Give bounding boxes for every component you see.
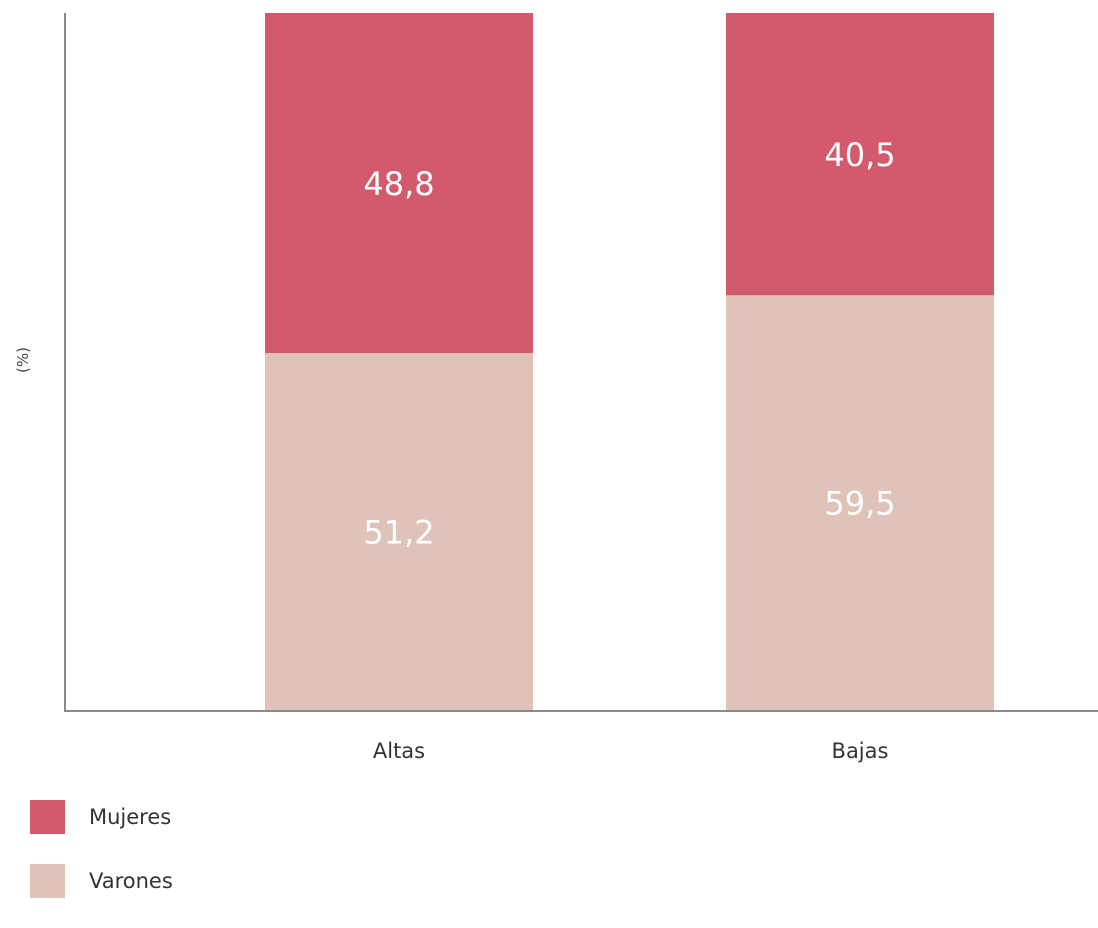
bars-group	[265, 13, 994, 710]
value-label-bajas-varones: 59,5	[824, 485, 895, 523]
legend-label-mujeres: Mujeres	[89, 805, 172, 829]
legend-item-mujeres: Mujeres	[30, 800, 173, 834]
value-label-altas-varones: 51,2	[363, 514, 434, 552]
x-tick-label-altas: Altas	[373, 739, 425, 763]
y-axis-label: (%)	[14, 347, 32, 373]
legend-swatch-mujeres	[30, 800, 65, 834]
stacked-bar-chart: 51,2 48,8 59,5 40,5 (%) Altas Bajas	[14, 13, 1098, 763]
value-labels-group: 51,2 48,8 59,5 40,5	[363, 136, 895, 551]
legend: Mujeres Varones	[30, 800, 173, 928]
bar-altas-mujeres	[265, 13, 533, 354]
bar-bajas-mujeres	[726, 13, 994, 296]
legend-item-varones: Varones	[30, 864, 173, 898]
value-label-bajas-mujeres: 40,5	[824, 136, 895, 174]
legend-label-varones: Varones	[89, 869, 173, 893]
legend-swatch-varones	[30, 864, 65, 898]
value-label-altas-mujeres: 48,8	[363, 165, 434, 203]
bar-altas-varones	[265, 353, 533, 710]
x-tick-labels-group: Altas Bajas	[373, 739, 889, 763]
x-tick-label-bajas: Bajas	[832, 739, 889, 763]
bar-bajas-varones	[726, 295, 994, 710]
